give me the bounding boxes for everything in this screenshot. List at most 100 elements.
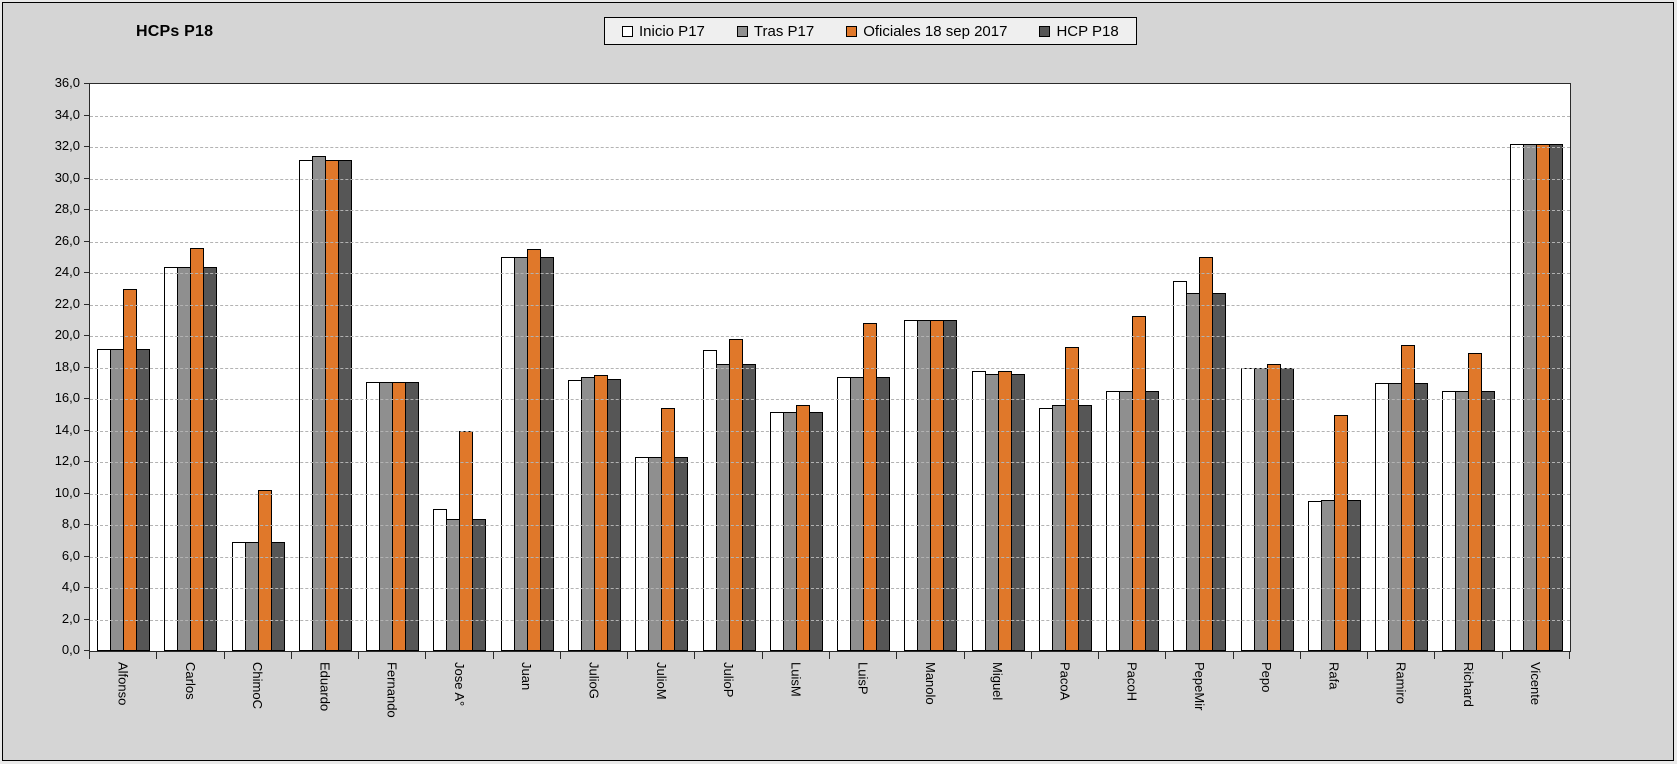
bar	[177, 266, 192, 651]
x-axis-category-label: Jose A°	[451, 662, 467, 707]
x-label-cell: Rafa	[1300, 662, 1367, 758]
x-label-cell: Pepo	[1233, 662, 1300, 758]
x-axis-category-label: Manolo	[922, 662, 938, 705]
y-axis-tick-label: 6,0	[61, 547, 80, 563]
bar-group	[426, 84, 493, 651]
bar	[567, 380, 582, 651]
y-axis-tick-mark	[84, 398, 89, 399]
x-axis-category-label: Eduardo	[317, 662, 333, 712]
bar	[1535, 143, 1550, 651]
legend-item-2: Tras P17	[736, 22, 815, 40]
x-axis-tick-mark	[896, 652, 898, 659]
legend-swatch-icon	[622, 25, 633, 37]
bar	[808, 411, 823, 651]
bar	[1064, 347, 1079, 651]
legend-item-3: Oficiales 18 sep 2017	[846, 23, 1007, 40]
x-axis-labels: Alfonso Carlos ChimoC Eduardo Fernando Jose A…	[89, 662, 1569, 758]
bar-group	[1032, 84, 1099, 651]
bar	[379, 381, 394, 651]
x-axis-category-label: Fernando	[384, 662, 400, 718]
gridline	[90, 430, 1570, 432]
legend-label: Tras P17	[753, 22, 815, 40]
bar-group	[494, 84, 561, 651]
gridline	[90, 336, 1570, 337]
bar	[337, 159, 352, 651]
x-label-cell: Jose A°	[425, 662, 492, 758]
bar	[231, 542, 246, 651]
bar	[539, 257, 554, 651]
gridline	[90, 493, 1570, 495]
bar-group	[1301, 84, 1368, 651]
x-label-cell: Vicente	[1502, 662, 1569, 758]
bar	[728, 339, 743, 651]
y-axis-tick-label: 14,0	[54, 421, 80, 437]
x-label-cell: Ramiro	[1367, 662, 1434, 758]
bar	[593, 375, 608, 651]
bar	[1038, 408, 1053, 651]
bar	[298, 159, 313, 651]
bar	[1414, 383, 1429, 651]
x-axis-tick-mark	[89, 652, 90, 659]
gridline	[90, 210, 1570, 211]
legend-item-4: HCP P18	[1039, 23, 1119, 40]
bar-group	[1503, 84, 1570, 651]
bar	[203, 266, 218, 651]
bar-group	[1368, 84, 1435, 651]
bar	[1051, 405, 1066, 651]
y-axis-tick-label: 32,0	[54, 138, 80, 153]
gridline	[90, 462, 1570, 463]
x-axis-tick-mark	[223, 652, 225, 659]
bar-group	[964, 84, 1031, 651]
bar-group	[1166, 84, 1233, 651]
x-axis-tick-mark	[358, 652, 360, 659]
x-axis-category-label: PepeMir	[1191, 662, 1207, 711]
bar-group	[90, 84, 157, 651]
y-axis-tick-mark	[84, 587, 89, 588]
bar-group	[157, 84, 224, 651]
legend-swatch-icon	[846, 25, 858, 37]
x-axis-tick-mark	[963, 652, 965, 659]
x-axis-category-label: Vicente	[1528, 662, 1544, 706]
bar	[795, 405, 810, 651]
bar	[526, 249, 541, 651]
x-axis-category-label: Carlos	[182, 662, 198, 700]
bar	[1132, 315, 1147, 651]
bar	[311, 156, 326, 651]
y-axis-tick-mark	[84, 303, 89, 305]
x-axis-category-label: Alfonso	[115, 662, 131, 706]
bar	[324, 159, 339, 651]
y-axis-tick-mark	[84, 366, 89, 368]
bar-group	[763, 84, 830, 651]
bar	[837, 376, 852, 651]
y-axis-tick-label: 0,0	[61, 642, 80, 657]
bar	[164, 266, 179, 651]
y-axis-tick-mark	[84, 492, 89, 494]
plot-area	[89, 83, 1571, 652]
x-axis-tick-mark	[1434, 652, 1436, 659]
bar	[1375, 383, 1390, 651]
y-axis-tick-mark	[84, 114, 89, 116]
legend-item-1: Inicio P17	[622, 23, 705, 40]
y-axis-tick-mark	[84, 177, 89, 179]
x-label-cell: JulioP	[694, 662, 761, 758]
bar	[1307, 501, 1322, 651]
y-axis-tick-label: 4,0	[61, 579, 80, 594]
gridline	[90, 588, 1570, 589]
bar-group	[628, 84, 695, 651]
bar	[1253, 367, 1268, 651]
bar	[459, 430, 474, 651]
bar	[863, 323, 878, 651]
y-axis-tick-label: 22,0	[54, 295, 80, 311]
x-axis-category-label: LuisP	[855, 662, 871, 695]
x-axis-tick-mark	[761, 652, 763, 659]
bar	[1388, 383, 1403, 651]
legend: Inicio P17 Tras P17 Oficiales 18 sep 2017 H…	[604, 17, 1137, 45]
gridline	[90, 367, 1570, 369]
bar	[1548, 143, 1563, 651]
gridline	[90, 147, 1570, 148]
gridline	[90, 273, 1570, 274]
x-label-cell: Fernando	[358, 662, 425, 758]
bar	[984, 373, 999, 651]
bar	[1186, 293, 1201, 651]
